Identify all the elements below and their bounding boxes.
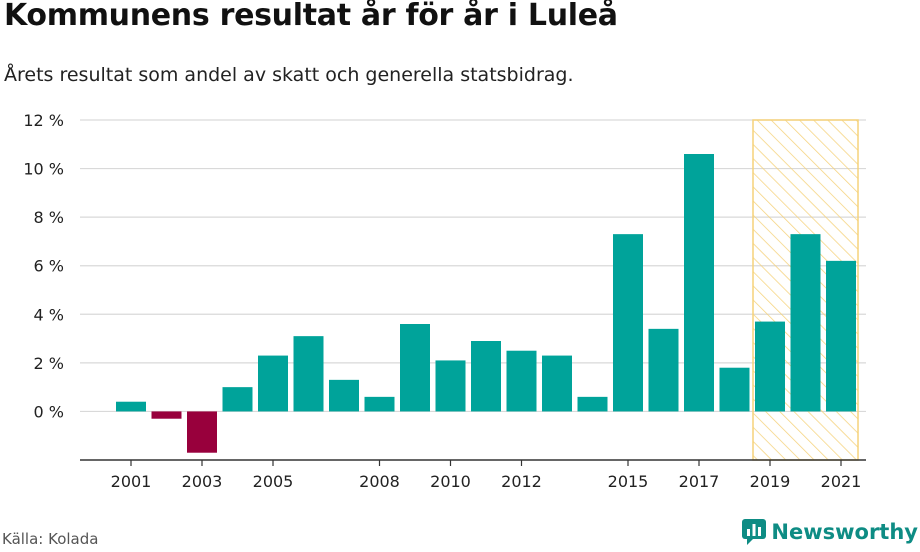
bar-2007	[329, 379, 359, 412]
y-tick-label: 12 %	[23, 111, 64, 130]
newsworthy-logo-icon	[742, 519, 767, 545]
x-tick-label: 2019	[750, 472, 791, 491]
x-tick-label: 2005	[253, 472, 294, 491]
bar-2012	[506, 350, 537, 412]
x-tick-label: 2008	[359, 472, 400, 491]
x-tick-label: 2021	[821, 472, 862, 491]
bar-2015	[613, 234, 643, 412]
brand-name: Newsworthy	[771, 520, 918, 544]
y-tick-label: 2 %	[34, 354, 64, 373]
source-note: Källa: Kolada	[2, 530, 99, 548]
y-tick-label: 8 %	[34, 208, 64, 227]
bar-2016	[648, 328, 679, 412]
bar-2003	[187, 411, 217, 453]
bar-2010	[435, 360, 466, 412]
y-tick-label: 4 %	[34, 305, 64, 324]
bar-2013	[542, 355, 572, 412]
bar-2017	[684, 154, 714, 412]
bar-2020	[790, 234, 821, 412]
x-tick-label: 2015	[608, 472, 649, 491]
bar-2004	[222, 387, 253, 412]
x-tick-label: 2012	[501, 472, 542, 491]
chart-title: Kommunens resultat år för år i Luleå	[4, 0, 618, 33]
brand-logo: Newsworthy	[741, 518, 918, 546]
bar-2011	[471, 341, 501, 412]
bar-2008	[364, 396, 395, 412]
bar-2006	[293, 336, 324, 412]
x-tick-label: 2010	[430, 472, 471, 491]
x-tick-label: 2017	[679, 472, 720, 491]
bar-2018	[719, 367, 750, 412]
bar-2014	[577, 396, 608, 412]
y-tick-label: 10 %	[23, 160, 64, 179]
y-tick-labels: 0 % 2 % 4 % 6 % 8 % 10 % 12 %	[23, 111, 64, 421]
x-tick-label: 2003	[182, 472, 223, 491]
bar-2001	[116, 401, 146, 412]
bar-2021	[826, 260, 856, 412]
bar-2019	[755, 321, 785, 412]
y-tick-label: 6 %	[34, 257, 64, 276]
y-tick-label: 0 %	[34, 402, 64, 421]
chart-subtitle: Årets resultat som andel av skatt och ge…	[4, 64, 574, 86]
bar-2002	[151, 411, 182, 419]
x-tick-labels: 2001 2003 2005 2008 2010 2012 2015 2017 2019 2021	[111, 472, 862, 491]
axes	[80, 459, 866, 466]
x-tick-label: 2001	[111, 472, 152, 491]
bar-2005	[258, 355, 288, 412]
bars	[116, 154, 856, 453]
bar-2009	[400, 324, 430, 412]
